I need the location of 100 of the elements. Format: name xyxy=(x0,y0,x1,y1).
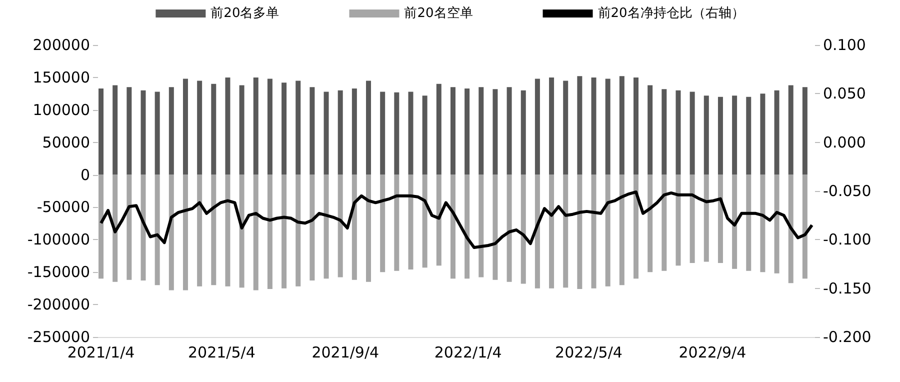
bar xyxy=(591,174,596,288)
y-tick-label: -150000 xyxy=(27,263,90,282)
bar xyxy=(225,174,230,286)
y-tick-label: -200000 xyxy=(27,296,90,314)
bar xyxy=(718,174,723,264)
bar xyxy=(802,87,808,175)
bar xyxy=(450,174,456,279)
bar xyxy=(338,174,343,278)
bar xyxy=(577,174,582,289)
bar xyxy=(718,96,723,175)
bar xyxy=(760,174,766,272)
bar xyxy=(478,87,484,175)
x-tick-label: 2022/1/4 xyxy=(434,344,502,362)
y2-tick-label: 0.050 xyxy=(823,84,866,103)
bar xyxy=(324,174,329,279)
x-tick-label: 2022/9/4 xyxy=(678,344,746,362)
bar xyxy=(282,174,287,288)
bar xyxy=(408,174,414,270)
bar xyxy=(478,174,484,278)
x-tick-label: 2021/1/4 xyxy=(67,344,135,362)
bar xyxy=(676,90,681,175)
y-tick-label: -100000 xyxy=(27,230,90,249)
bar xyxy=(267,174,272,289)
bar xyxy=(802,174,808,279)
y-tick-label: 50000 xyxy=(42,133,90,152)
bar xyxy=(746,174,752,271)
line-series xyxy=(100,190,814,249)
bar xyxy=(464,88,470,175)
bar xyxy=(352,88,357,175)
bar xyxy=(366,80,372,175)
bar xyxy=(634,77,638,175)
bar xyxy=(704,174,709,262)
bar xyxy=(732,96,738,175)
bar xyxy=(239,85,244,175)
bar xyxy=(211,174,216,286)
bar xyxy=(450,87,456,175)
bar xyxy=(619,174,624,286)
bar xyxy=(296,80,301,175)
bar xyxy=(197,80,202,175)
bar xyxy=(126,174,132,280)
bar xyxy=(197,174,202,286)
bar xyxy=(112,174,118,282)
bar xyxy=(436,84,442,175)
bar xyxy=(140,174,146,281)
bar xyxy=(464,174,470,279)
bar xyxy=(352,174,357,280)
y-tick-label: 0 xyxy=(80,166,90,184)
bar xyxy=(380,174,386,272)
y2-tick-label: 0.000 xyxy=(823,133,866,152)
bar xyxy=(225,77,230,175)
bar xyxy=(366,174,372,282)
legend-label: 前20名空单 xyxy=(404,6,473,21)
bar xyxy=(239,174,244,288)
bar xyxy=(774,174,780,274)
bar xyxy=(788,85,794,175)
x-tick-label: 2021/5/4 xyxy=(188,344,256,362)
bar xyxy=(563,80,568,175)
bar xyxy=(296,174,301,286)
bar xyxy=(112,85,118,175)
bar xyxy=(380,92,386,175)
bar xyxy=(732,174,738,269)
y2-tick-label: -0.050 xyxy=(823,182,872,200)
bar xyxy=(563,174,568,288)
y-tick-label: -50000 xyxy=(36,198,90,216)
bar xyxy=(506,174,512,282)
bar xyxy=(98,88,104,175)
bar xyxy=(253,77,258,175)
bar xyxy=(182,78,188,175)
bar xyxy=(182,174,188,290)
bar xyxy=(591,77,596,175)
bar xyxy=(760,94,766,175)
y2-tick-label: -0.200 xyxy=(823,328,872,346)
bar xyxy=(605,78,610,175)
bar xyxy=(605,174,610,286)
bar xyxy=(506,87,512,175)
bar xyxy=(436,174,442,266)
bar xyxy=(394,92,400,175)
bar xyxy=(394,174,400,271)
x-tick-label: 2021/9/4 xyxy=(312,344,380,362)
y2-tick-label: -0.100 xyxy=(823,230,872,249)
bar xyxy=(534,174,540,288)
bar xyxy=(310,87,315,175)
bar xyxy=(253,174,258,290)
legend-label: 前20名多单 xyxy=(210,6,280,21)
bar xyxy=(619,76,624,175)
bar xyxy=(310,174,315,281)
y-tick-label: -250000 xyxy=(27,328,90,346)
bar xyxy=(98,174,104,279)
bar xyxy=(140,90,146,175)
bar xyxy=(676,174,681,266)
bar xyxy=(648,174,653,272)
bar xyxy=(154,174,160,286)
bar xyxy=(422,96,428,175)
bar xyxy=(408,92,414,175)
bar xyxy=(282,82,287,175)
bar xyxy=(492,89,498,175)
bar xyxy=(422,174,428,268)
y-tick-label: 100000 xyxy=(32,100,90,119)
bar xyxy=(492,174,498,280)
bar xyxy=(168,87,174,175)
